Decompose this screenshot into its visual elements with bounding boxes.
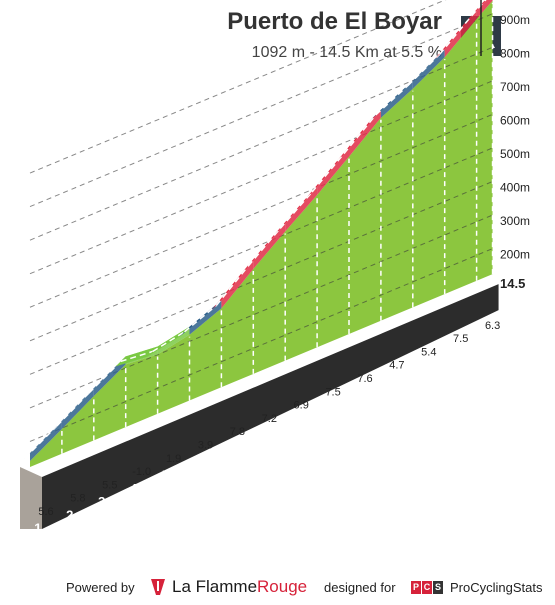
y-tick-label-300: 300m	[500, 214, 530, 228]
km-label-5: 5	[162, 468, 169, 483]
km-label-9: 9	[289, 414, 296, 429]
segment-side-2	[61, 388, 94, 429]
gradient-label-6: 3.9	[198, 440, 213, 452]
y-tick-label-500: 500m	[500, 147, 530, 161]
pcs-letter-p: P	[411, 581, 421, 594]
segment-side-7	[221, 260, 254, 309]
segment-side-8	[253, 223, 286, 269]
gradient-label-8: 7.2	[262, 413, 277, 425]
grid-line-1000	[29, 0, 447, 174]
km-label-4: 4	[130, 481, 138, 496]
km-label-12: 12	[382, 374, 396, 389]
gradient-label-4: -1.0	[132, 466, 151, 478]
y-tick-label-900: 900m	[500, 13, 530, 27]
km-label-8: 8	[258, 428, 265, 443]
segment-centerline-4	[120, 350, 153, 363]
segment-side-13	[412, 49, 445, 89]
km-label-14: 14	[445, 348, 460, 363]
y-tick-label-700: 700m	[500, 80, 530, 94]
gradient-label-9: 6.9	[294, 400, 309, 412]
gradient-label-7: 7.8	[230, 426, 245, 438]
km-label-10: 10	[318, 401, 332, 416]
ground-base	[42, 284, 499, 529]
segment-centerline-12	[375, 85, 409, 116]
gradient-label-15: 6.3	[485, 320, 500, 332]
gradient-label-12: 4.7	[389, 360, 404, 372]
grid-line-400	[29, 181, 493, 375]
powered-by-label: Powered by	[66, 580, 135, 595]
gradient-label-10: 7.5	[325, 386, 340, 398]
profile-area	[30, 0, 493, 468]
designed-for-label: designed for	[324, 580, 396, 595]
lafammerouge-brand[interactable]: La FlammeRouge	[172, 577, 307, 597]
km-label-2: 2	[66, 507, 73, 522]
gradient-label-13: 5.4	[421, 346, 436, 358]
segment-centerline-9	[279, 191, 313, 229]
segment-centerline-1	[24, 425, 58, 459]
lafammerouge-logo-icon	[148, 577, 168, 600]
gradient-label-5: 1.9	[166, 453, 181, 465]
brand-main: La Flamme	[172, 577, 258, 596]
segment-centerline-11	[343, 114, 377, 155]
y-tick-label-600: 600m	[500, 113, 530, 127]
segment-side-10	[317, 148, 349, 196]
km-label-3: 3	[98, 494, 105, 509]
segment-centerline-5	[152, 331, 185, 353]
pcs-letter-c: C	[422, 581, 432, 594]
km-label-11: 11	[350, 388, 364, 403]
gradient-label-3: 5.5	[102, 479, 117, 491]
ground-side	[20, 467, 42, 529]
km-label-13: 13	[413, 361, 427, 376]
segment-centerline-6	[184, 304, 217, 333]
segment-centerline-10	[311, 153, 345, 193]
segment-centerline-8	[247, 228, 281, 267]
climb-stats: 1092 m - 14.5 Km at 5.5 %	[251, 44, 442, 61]
end-distance-label: 14.5	[500, 276, 525, 291]
segment-side-6	[189, 300, 222, 335]
segment-centerline-14	[439, 15, 473, 55]
gradient-label-2: 5.8	[70, 493, 85, 505]
procyclingstats-link[interactable]: ProCyclingStats	[450, 580, 543, 595]
y-tick-label-200: 200m	[500, 248, 530, 262]
elevation-profile-chart: 200m300m400m500m600m700m800m900m1000m5.6…	[20, 0, 531, 536]
segment-centerline-15	[471, 0, 487, 17]
gradient-label-14: 7.5	[453, 333, 468, 345]
gradient-label-11: 7.6	[357, 373, 372, 385]
segment-side-11	[349, 109, 381, 157]
km-label-6: 6	[194, 454, 201, 469]
grid-line-500	[29, 147, 493, 342]
grid-line-700	[29, 80, 493, 275]
brand-accent: Rouge	[257, 577, 308, 596]
segment-centerline-7	[215, 265, 249, 306]
grid-line-900	[29, 13, 493, 208]
segment-side-14	[444, 10, 477, 58]
climb-title: Puerto de El Boyar	[227, 8, 442, 35]
km-label-1: 1	[34, 521, 41, 536]
pcs-letter-s: S	[433, 581, 443, 594]
segment-centerline-3	[88, 360, 122, 394]
segment-side-9	[285, 187, 318, 232]
y-tick-label-800: 800m	[500, 46, 530, 60]
grid-line-200	[29, 248, 493, 442]
segment-side-3	[93, 356, 126, 397]
footer: Powered by La FlammeRouge designed for P…	[0, 572, 555, 605]
gradient-label-1: 5.6	[38, 506, 53, 518]
km-label-7: 7	[226, 441, 233, 456]
y-tick-label-400: 400m	[500, 181, 530, 195]
segment-centerline-13	[407, 53, 441, 87]
segment-centerline-2	[56, 392, 90, 427]
segment-side-12	[380, 80, 413, 118]
grid-line-600	[29, 113, 493, 308]
segment-side-1	[30, 420, 62, 462]
